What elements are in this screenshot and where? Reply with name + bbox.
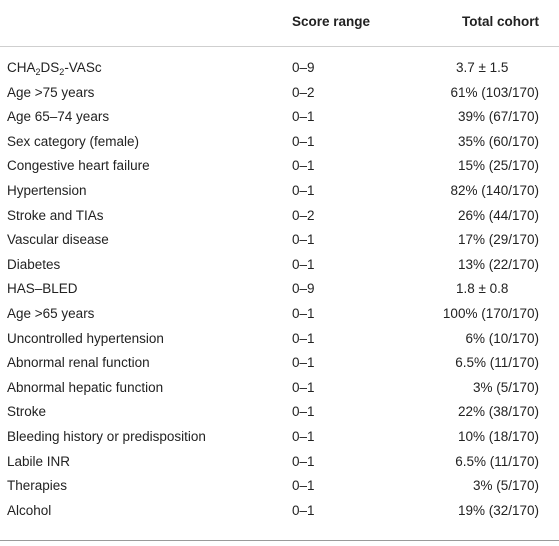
row-total-cohort: 6.5% (11/170)	[455, 453, 539, 469]
row-total-cohort: 22% (38/170)	[457, 404, 539, 420]
row-total-cohort: 10% (18/170)	[457, 428, 539, 444]
row-label: Sex category (female)	[7, 133, 140, 149]
row-total-cohort: 3% (5/170)	[472, 379, 539, 395]
row-total-cohort: 1.8 ± 0.8	[456, 281, 509, 297]
table-row: Stroke and TIAs 0–2 26% (44/170)	[0, 204, 559, 229]
row-score-range: 0–1	[292, 404, 315, 420]
row-label: Alcohol	[7, 502, 52, 518]
row-label: Stroke	[7, 404, 47, 420]
row-score-range: 0–2	[292, 84, 315, 100]
table-row: Sex category (female) 0–1 35% (60/170)	[0, 130, 559, 155]
row-total-cohort: 3% (5/170)	[472, 478, 539, 494]
label-subscript: 2	[35, 67, 41, 77]
table-row: Labile INR 0–1 6.5% (11/170)	[0, 450, 559, 475]
table-row: Stroke 0–1 22% (38/170)	[0, 400, 559, 425]
table-row: Abnormal renal function 0–1 6.5% (11/170)	[0, 351, 559, 376]
label-subscript: 2	[59, 67, 65, 77]
row-total-cohort: 82% (140/170)	[450, 182, 539, 198]
row-score-range: 0–1	[292, 133, 315, 149]
row-total-cohort: 17% (29/170)	[457, 232, 539, 248]
row-label: CHA2DS2-VASc	[7, 56, 102, 81]
table-row: Age 65–74 years 0–1 39% (67/170)	[0, 105, 559, 130]
table-row: Vascular disease 0–1 17% (29/170)	[0, 228, 559, 253]
row-label: Stroke and TIAs	[7, 207, 104, 223]
row-label: Congestive heart failure	[7, 158, 150, 174]
row-score-range: 0–1	[292, 305, 315, 321]
row-total-cohort: 19% (32/170)	[457, 502, 539, 518]
row-label: Bleeding history or predisposition	[7, 428, 206, 444]
row-label: Age >75 years	[7, 84, 95, 100]
row-label: Hypertension	[7, 182, 87, 198]
row-total-cohort: 15% (25/170)	[457, 158, 539, 174]
table-row: Diabetes 0–1 13% (22/170)	[0, 253, 559, 278]
row-score-range: 0–1	[292, 478, 315, 494]
header-total-cohort: Total cohort	[462, 14, 539, 29]
table-row: Abnormal hepatic function 0–1 3% (5/170)	[0, 376, 559, 401]
row-label: Age >65 years	[7, 305, 95, 321]
row-total-cohort: 3.7 ± 1.5	[456, 60, 509, 75]
row-score-range: 0–1	[292, 428, 315, 444]
label-part: -VASc	[64, 60, 102, 75]
table-row: Bleeding history or predisposition 0–1 10%…	[0, 425, 559, 450]
row-label: HAS–BLED	[7, 281, 78, 297]
row-total-cohort: 6.5% (11/170)	[455, 355, 539, 371]
row-label: Age 65–74 years	[7, 109, 110, 125]
row-total-cohort: 100% (170/170)	[442, 305, 539, 321]
row-label: Diabetes	[7, 256, 61, 272]
row-score-range: 0–1	[292, 330, 315, 346]
row-label: Uncontrolled hypertension	[7, 330, 164, 346]
row-score-range: 0–1	[292, 379, 315, 395]
table-bottom-rule	[0, 540, 559, 541]
row-score-range: 0–1	[292, 109, 315, 125]
label-part: DS	[40, 60, 60, 75]
table-row: Hypertension 0–1 82% (140/170)	[0, 179, 559, 204]
row-score-range: 0–1	[292, 158, 315, 174]
table-header-row: Score range Total cohort	[0, 0, 559, 47]
row-total-cohort: 35% (60/170)	[457, 133, 539, 149]
table-row: Alcohol 0–1 19% (32/170)	[0, 499, 559, 524]
label-part: CHA	[7, 60, 36, 75]
table-row: Uncontrolled hypertension 0–1 6% (10/170)	[0, 327, 559, 352]
row-score-range: 0–1	[292, 256, 315, 272]
table-row: Age >75 years 0–2 61% (103/170)	[0, 81, 559, 106]
row-label: Therapies	[7, 478, 68, 494]
table-row: HAS–BLED 0–9 1.8 ± 0.8	[0, 277, 559, 302]
row-score-range: 0–9	[292, 281, 315, 297]
row-total-cohort: 61% (103/170)	[450, 84, 539, 100]
row-score-range: 0–1	[292, 182, 315, 198]
row-score-range: 0–1	[292, 502, 315, 518]
table-body: CHA2DS2-VASc 0–9 3.7 ± 1.5 Age >75 years…	[0, 56, 559, 523]
row-score-range: 0–1	[292, 453, 315, 469]
row-total-cohort: 39% (67/170)	[457, 109, 539, 125]
table-row: Congestive heart failure 0–1 15% (25/170)	[0, 154, 559, 179]
row-label: Abnormal hepatic function	[7, 379, 164, 395]
row-label: Abnormal renal function	[7, 355, 150, 371]
table-row-cha2ds2-vasc: CHA2DS2-VASc 0–9 3.7 ± 1.5	[0, 56, 559, 81]
header-score-range: Score range	[292, 14, 371, 29]
row-score-range: 0–2	[292, 207, 315, 223]
table-row: Therapies 0–1 3% (5/170)	[0, 474, 559, 499]
row-score-range: 0–1	[292, 355, 315, 371]
row-total-cohort: 6% (10/170)	[465, 330, 539, 346]
row-label: Vascular disease	[7, 232, 109, 248]
row-score-range: 0–9	[292, 60, 315, 75]
row-total-cohort: 26% (44/170)	[457, 207, 539, 223]
row-score-range: 0–1	[292, 232, 315, 248]
row-total-cohort: 13% (22/170)	[457, 256, 539, 272]
row-label: Labile INR	[7, 453, 71, 469]
table-row: Age >65 years 0–1 100% (170/170)	[0, 302, 559, 327]
